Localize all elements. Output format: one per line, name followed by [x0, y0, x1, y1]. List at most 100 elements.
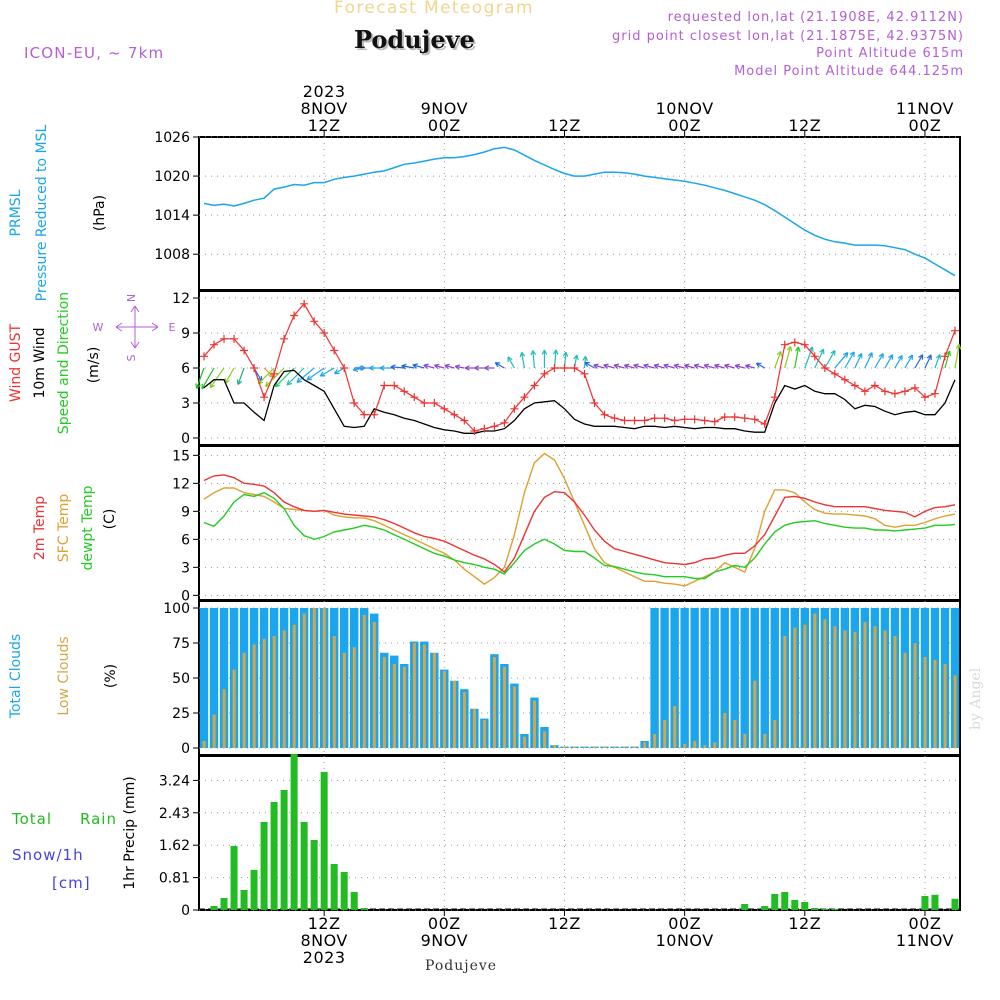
wind-arrow-head	[306, 375, 313, 381]
low-cloud-bar	[312, 608, 316, 748]
wind-arrow	[390, 366, 405, 369]
y-unit-label: (%)	[103, 664, 119, 688]
wind-arrow	[201, 367, 215, 390]
y-axis-label: PRMSL	[8, 189, 24, 236]
wind-arrow	[684, 364, 695, 369]
y-tick-label: 12	[172, 291, 190, 307]
wind-arrow-head	[955, 344, 962, 350]
y-tick-label: 6	[181, 532, 190, 548]
point-altitude: Point Altitude 615m	[816, 46, 964, 61]
wind-arrow-head	[573, 354, 579, 361]
gust-marker	[540, 369, 549, 378]
rain-bar	[340, 872, 348, 910]
rain-bar	[290, 754, 298, 910]
time-label-bottom: 12Z	[548, 914, 581, 933]
wind-arrow-head	[195, 383, 201, 389]
low-cloud-bar	[673, 706, 677, 748]
rain-bar	[220, 898, 228, 910]
time-label-top: 8NOV	[300, 99, 347, 118]
total-cloud-bar	[750, 608, 759, 748]
low-cloud-bar	[773, 720, 777, 748]
wind-arrow-head	[734, 363, 741, 370]
gust-marker	[420, 399, 429, 407]
wind-arrow	[401, 365, 415, 369]
wind-arrow	[844, 351, 855, 369]
compass-east: E	[169, 321, 176, 334]
wind-arrow-head	[849, 351, 855, 357]
compass-south: S	[125, 354, 138, 361]
time-label-top: 10NOV	[656, 99, 714, 118]
low-cloud-bar	[753, 680, 757, 748]
time-label-bottom: 10NOV	[656, 931, 714, 950]
wind-arrow-head	[926, 354, 932, 360]
low-cloud-bar	[242, 652, 246, 748]
rain-bar	[360, 908, 368, 910]
y-tick-label: 9	[181, 504, 190, 520]
low-cloud-bar	[533, 700, 537, 748]
gust-marker	[730, 413, 739, 421]
total-cloud-bar	[660, 608, 669, 748]
gust-marker	[290, 311, 299, 320]
requested-coords: requested lon,lat (21.1908E, 42.9112N)	[667, 10, 964, 25]
gust-marker	[940, 352, 949, 361]
gust-marker	[900, 387, 909, 396]
wind-speed-line	[203, 369, 956, 434]
y-tick-label: 1008	[154, 247, 190, 263]
gust-marker	[340, 364, 349, 372]
wind-arrow-head	[584, 361, 590, 367]
rain-bar	[951, 898, 959, 910]
gust-marker	[800, 340, 809, 349]
total-cloud-bar	[770, 608, 779, 748]
panel-frame	[198, 136, 961, 291]
panel-frame	[198, 445, 961, 601]
rain-bar	[230, 846, 238, 910]
total-cloud-bar	[650, 608, 659, 748]
low-cloud-bar	[883, 630, 887, 748]
gust-marker	[410, 393, 419, 402]
low-cloud-bar	[352, 647, 356, 748]
rain-bar	[761, 906, 769, 910]
rain-bar	[260, 822, 268, 910]
y-unit-label: (m/s)	[86, 347, 102, 384]
gust-marker	[660, 414, 669, 423]
low-cloud-bar	[523, 736, 527, 748]
wind-arrow-head	[795, 346, 801, 352]
wind-arrow-head	[296, 377, 302, 383]
y-tick-label: 6	[181, 361, 190, 377]
y-tick-label: 75	[172, 636, 190, 652]
low-cloud-bar	[432, 652, 436, 748]
wind-arrow	[934, 354, 941, 369]
wind-arrow-head	[623, 363, 630, 370]
wind-arrow-head	[857, 353, 863, 359]
total-cloud-bar	[209, 608, 219, 748]
wind-arrow	[954, 344, 960, 369]
low-cloud-bar	[593, 746, 597, 748]
gust-marker	[620, 416, 629, 425]
gust-marker	[890, 389, 899, 398]
time-label-top: 2023	[303, 82, 346, 101]
wind-arrow-head	[888, 354, 894, 360]
gust-marker	[690, 415, 699, 424]
low-cloud-bar	[693, 741, 697, 748]
rain-bar	[250, 870, 258, 910]
wind-arrow-head	[552, 349, 559, 355]
low-cloud-bar	[623, 746, 627, 748]
wind-arrow-head	[603, 363, 609, 369]
low-cloud-bar	[212, 714, 216, 748]
gust-marker	[260, 393, 269, 402]
snow-unit-label: [cm]	[52, 874, 91, 892]
y-axis-label: Low Clouds	[56, 636, 72, 715]
wind-arrow	[824, 350, 836, 369]
time-label-top: 12Z	[308, 116, 341, 135]
y-unit-label: (C)	[102, 509, 118, 530]
wind-arrow-head	[918, 354, 924, 360]
wind-arrow-head	[673, 363, 680, 369]
wind-arrow	[624, 364, 635, 369]
footer-location: Podujeve	[425, 958, 498, 974]
y-tick-label: 0	[181, 741, 190, 757]
low-cloud-bar	[472, 708, 476, 748]
wind-arrow-head	[454, 364, 461, 370]
wind-arrow-head	[412, 363, 418, 369]
low-cloud-bar	[372, 622, 376, 748]
